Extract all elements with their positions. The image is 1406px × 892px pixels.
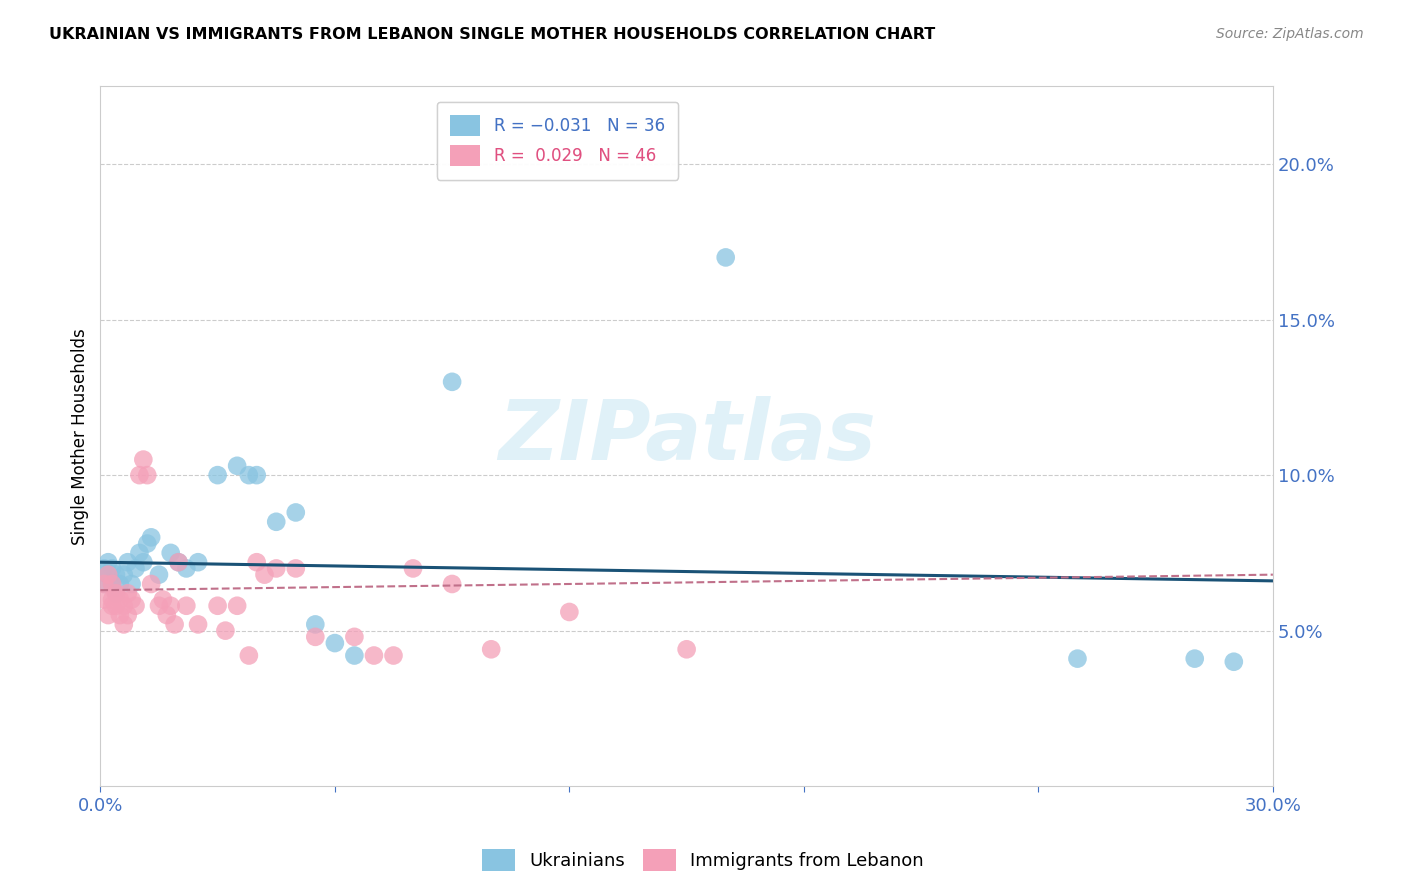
Point [479,642,502,657]
Point [284,561,307,575]
Point [128,468,150,483]
Legend: Ukrainians, Immigrants from Lebanon: Ukrainians, Immigrants from Lebanon [475,842,931,879]
Point [97,567,120,582]
Point [714,251,737,265]
Point [264,561,287,575]
Point [101,592,124,607]
Point [226,599,249,613]
Point [141,577,163,591]
Point [104,599,127,613]
Point [112,617,135,632]
Point [93,577,115,591]
Point [1184,651,1206,665]
Point [101,561,124,575]
Point [1223,655,1246,669]
Point [108,592,131,607]
Point [441,375,464,389]
Point [207,599,229,613]
Point [141,530,163,544]
Point [187,555,209,569]
Point [323,636,346,650]
Point [558,605,581,619]
Point [112,599,135,613]
Point [124,599,146,613]
Point [104,586,127,600]
Point [1066,651,1088,665]
Point [176,599,198,613]
Point [675,642,697,657]
Point [163,617,186,632]
Point [343,648,366,663]
Point [159,599,181,613]
Point [121,592,143,607]
Point [93,561,115,575]
Point [402,561,425,575]
Point [101,599,124,613]
Point [132,555,155,569]
Point [304,630,326,644]
Point [108,608,131,623]
Point [104,586,127,600]
Point [108,577,131,591]
Point [97,555,120,569]
Point [304,617,326,632]
Point [152,592,174,607]
Point [167,555,190,569]
Point [363,648,385,663]
Point [128,546,150,560]
Point [382,648,405,663]
Text: UKRAINIAN VS IMMIGRANTS FROM LEBANON SINGLE MOTHER HOUSEHOLDS CORRELATION CHART: UKRAINIAN VS IMMIGRANTS FROM LEBANON SIN… [49,27,935,42]
Point [187,617,209,632]
Point [132,452,155,467]
Y-axis label: Single Mother Households: Single Mother Households [72,328,89,545]
Point [121,577,143,591]
Point [136,536,159,550]
Point [117,608,139,623]
Point [176,561,198,575]
Point [214,624,236,638]
Point [117,586,139,600]
Point [148,567,170,582]
Point [148,599,170,613]
Point [117,555,139,569]
Point [264,515,287,529]
Text: Source: ZipAtlas.com: Source: ZipAtlas.com [1216,27,1364,41]
Point [124,561,146,575]
Point [238,468,260,483]
Point [226,458,249,473]
Point [101,577,124,591]
Text: ZIPatlas: ZIPatlas [498,396,876,476]
Point [343,630,366,644]
Point [112,567,135,582]
Point [97,567,120,582]
Point [246,468,269,483]
Point [284,505,307,519]
Point [167,555,190,569]
Point [104,567,127,582]
Point [101,577,124,591]
Point [159,546,181,560]
Point [253,567,276,582]
Point [136,468,159,483]
Point [93,577,115,591]
Point [238,648,260,663]
Point [93,592,115,607]
Point [207,468,229,483]
Point [441,577,464,591]
Point [97,608,120,623]
Legend: R = −0.031   N = 36, R =  0.029   N = 46: R = −0.031 N = 36, R = 0.029 N = 46 [437,102,678,179]
Point [156,608,179,623]
Point [246,555,269,569]
